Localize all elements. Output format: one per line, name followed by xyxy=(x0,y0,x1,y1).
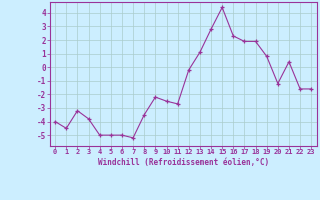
X-axis label: Windchill (Refroidissement éolien,°C): Windchill (Refroidissement éolien,°C) xyxy=(98,158,269,167)
